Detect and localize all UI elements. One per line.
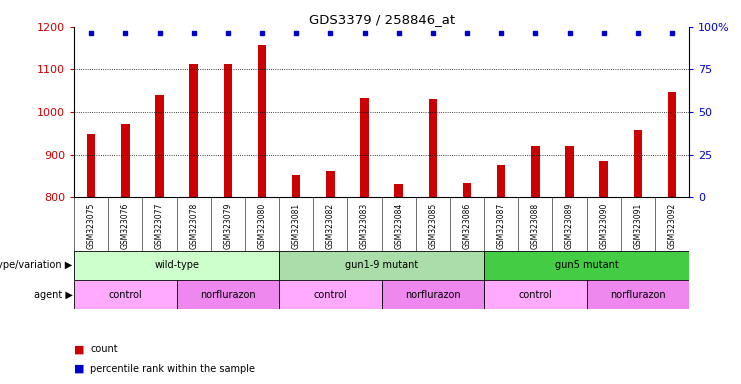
Text: norflurazon: norflurazon xyxy=(405,290,461,300)
Bar xyxy=(360,98,369,197)
Text: GSM323088: GSM323088 xyxy=(531,202,540,249)
Text: GSM323092: GSM323092 xyxy=(668,202,677,249)
Bar xyxy=(565,146,574,197)
Text: percentile rank within the sample: percentile rank within the sample xyxy=(90,364,256,374)
Bar xyxy=(121,124,130,197)
Text: ■: ■ xyxy=(74,344,88,354)
Bar xyxy=(279,251,484,280)
Bar xyxy=(484,251,689,280)
Bar xyxy=(394,184,403,197)
Text: control: control xyxy=(108,290,142,300)
Text: GSM323084: GSM323084 xyxy=(394,202,403,249)
Bar xyxy=(224,64,232,197)
Text: count: count xyxy=(90,344,118,354)
Text: GSM323080: GSM323080 xyxy=(258,202,267,249)
Text: GSM323079: GSM323079 xyxy=(223,202,233,249)
Text: GSM323089: GSM323089 xyxy=(565,202,574,249)
Text: control: control xyxy=(313,290,348,300)
Bar xyxy=(87,134,96,197)
Bar xyxy=(190,64,198,197)
Bar xyxy=(428,99,437,197)
Bar xyxy=(484,280,587,309)
Text: gun1-9 mutant: gun1-9 mutant xyxy=(345,260,418,270)
Bar xyxy=(587,280,689,309)
Text: agent ▶: agent ▶ xyxy=(34,290,73,300)
Text: GSM323083: GSM323083 xyxy=(360,202,369,249)
Text: ■: ■ xyxy=(74,364,88,374)
Bar xyxy=(382,280,484,309)
Text: GSM323085: GSM323085 xyxy=(428,202,437,249)
Text: GSM323077: GSM323077 xyxy=(155,202,164,249)
Text: gun5 mutant: gun5 mutant xyxy=(555,260,619,270)
Text: GSM323086: GSM323086 xyxy=(462,202,471,249)
Bar xyxy=(463,183,471,197)
Bar xyxy=(292,175,300,197)
Text: GSM323081: GSM323081 xyxy=(292,202,301,249)
Bar xyxy=(599,161,608,197)
Bar xyxy=(74,280,176,309)
Text: GSM323078: GSM323078 xyxy=(189,202,198,249)
Text: genotype/variation ▶: genotype/variation ▶ xyxy=(0,260,73,270)
Text: wild-type: wild-type xyxy=(154,260,199,270)
Title: GDS3379 / 258846_at: GDS3379 / 258846_at xyxy=(308,13,455,26)
Text: GSM323091: GSM323091 xyxy=(634,202,642,249)
Text: norflurazon: norflurazon xyxy=(610,290,665,300)
Bar xyxy=(279,280,382,309)
Bar xyxy=(634,130,642,197)
Text: GSM323090: GSM323090 xyxy=(599,202,608,249)
Text: GSM323076: GSM323076 xyxy=(121,202,130,249)
Text: control: control xyxy=(519,290,552,300)
Text: GSM323087: GSM323087 xyxy=(496,202,505,249)
Bar xyxy=(326,171,335,197)
Bar xyxy=(497,165,505,197)
Bar xyxy=(176,280,279,309)
Bar xyxy=(258,45,266,197)
Text: norflurazon: norflurazon xyxy=(200,290,256,300)
Text: GSM323075: GSM323075 xyxy=(87,202,96,249)
Text: GSM323082: GSM323082 xyxy=(326,202,335,249)
Bar xyxy=(668,92,677,197)
Bar xyxy=(74,251,279,280)
Bar xyxy=(531,146,539,197)
Bar xyxy=(156,95,164,197)
